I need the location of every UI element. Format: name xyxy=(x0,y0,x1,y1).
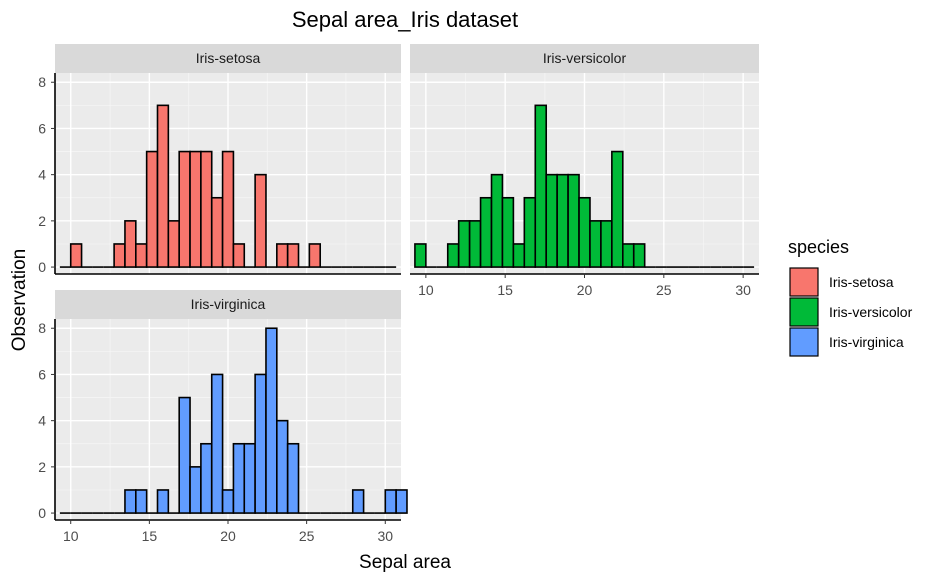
facet-strip-label: Iris-virginica xyxy=(191,296,266,312)
histogram-bar xyxy=(232,442,246,514)
histogram-bar xyxy=(189,466,202,514)
legend-key xyxy=(789,297,819,327)
x-tick-label: 15 xyxy=(142,528,158,544)
y-tick-label: 4 xyxy=(38,413,46,429)
histogram-bar xyxy=(200,442,213,514)
histogram-bar xyxy=(167,220,180,268)
histogram-bar xyxy=(621,243,635,268)
histogram-bar xyxy=(156,489,170,514)
histogram-bar xyxy=(567,173,580,268)
histogram-bar xyxy=(286,442,300,514)
histogram-bar xyxy=(556,173,569,268)
x-tick-label: 25 xyxy=(299,528,315,544)
y-tick-label: 6 xyxy=(38,366,46,382)
x-tick-label: 25 xyxy=(656,282,672,298)
legend-label: Iris-setosa xyxy=(829,274,894,290)
histogram-bar xyxy=(611,150,624,268)
histogram-bar xyxy=(69,243,83,268)
facet-panel: Iris-virginica 0 2 4 6 8 10 15 20 25 30 xyxy=(38,290,408,544)
histogram-bar xyxy=(232,243,246,268)
y-tick-label: 8 xyxy=(38,320,46,336)
histogram-bar xyxy=(210,196,224,268)
histogram-bar xyxy=(276,419,289,514)
histogram-bar xyxy=(501,196,515,268)
histogram-bar xyxy=(479,196,493,268)
histogram-bar xyxy=(523,196,537,268)
histogram-bar xyxy=(457,220,471,268)
histogram-bar xyxy=(490,173,504,268)
y-tick-label: 2 xyxy=(38,459,46,475)
facet-panel: Iris-setosa 0 2 4 6 8 xyxy=(38,44,401,275)
histogram-bar xyxy=(178,396,191,514)
histogram-bar xyxy=(135,489,148,514)
histogram-bar xyxy=(135,243,148,268)
y-tick-label: 2 xyxy=(38,213,46,229)
facet-strip-label: Iris-versicolor xyxy=(543,50,627,66)
y-tick-label: 0 xyxy=(38,505,46,521)
histogram-bar xyxy=(632,243,646,268)
histogram-bar xyxy=(178,150,191,268)
y-tick-label: 6 xyxy=(38,120,46,136)
facet-strip-label: Iris-setosa xyxy=(196,50,261,66)
histogram-bar xyxy=(221,150,235,268)
histogram-bar xyxy=(286,243,300,268)
histogram-bar xyxy=(124,220,137,268)
x-tick-label: 30 xyxy=(735,282,751,298)
histogram-bar xyxy=(534,104,548,268)
histogram-bar xyxy=(414,243,427,268)
histogram-bar xyxy=(243,442,256,514)
histogram-bar xyxy=(200,150,213,268)
histogram-bar xyxy=(545,173,558,268)
legend-label: Iris-versicolor xyxy=(829,304,913,320)
histogram-bar xyxy=(189,150,202,268)
x-tick-label: 10 xyxy=(63,528,79,544)
histogram-bar xyxy=(395,489,408,514)
histogram-bar xyxy=(512,243,526,268)
x-tick-label: 10 xyxy=(418,282,434,298)
histogram-bar xyxy=(254,373,267,514)
legend-label: Iris-virginica xyxy=(829,334,904,350)
histogram-bar xyxy=(210,373,224,514)
legend-key xyxy=(789,327,819,357)
histogram-bar xyxy=(589,220,602,268)
y-tick-label: 4 xyxy=(38,167,46,183)
x-axis-title: Sepal area xyxy=(359,552,451,573)
x-tick-label: 15 xyxy=(497,282,513,298)
facet-strip xyxy=(55,290,401,319)
histogram-bar xyxy=(276,243,289,268)
x-tick-label: 20 xyxy=(220,528,236,544)
y-axis-title: Observation xyxy=(9,249,30,351)
histogram-bar xyxy=(265,327,278,514)
histogram-bar xyxy=(384,489,397,514)
facet-panel: Iris-versicolor 10 15 20 25 30 xyxy=(410,44,759,298)
histogram-bar xyxy=(600,220,613,268)
x-tick-label: 30 xyxy=(377,528,393,544)
histogram-bar xyxy=(468,220,482,268)
y-tick-label: 8 xyxy=(38,74,46,90)
histogram-bar xyxy=(124,489,137,514)
legend: species Iris-setosa Iris-versicolor Iris-v… xyxy=(788,237,913,357)
y-tick-label: 0 xyxy=(38,259,46,275)
legend-key xyxy=(789,267,819,297)
facet-strip xyxy=(410,44,759,73)
chart-title: Sepal area_Iris dataset xyxy=(292,7,518,32)
histogram-bar xyxy=(446,243,460,268)
legend-title: species xyxy=(788,237,849,257)
histogram-bar xyxy=(254,173,267,268)
histogram-bar xyxy=(145,150,159,268)
x-tick-label: 20 xyxy=(577,282,593,298)
histogram-bar xyxy=(351,489,365,514)
histogram-bar xyxy=(156,104,170,268)
histogram-bar xyxy=(221,489,235,514)
histogram-bar xyxy=(308,243,322,268)
facet-strip xyxy=(55,44,401,73)
histogram-bar xyxy=(578,196,591,268)
histogram-bar xyxy=(113,243,126,268)
